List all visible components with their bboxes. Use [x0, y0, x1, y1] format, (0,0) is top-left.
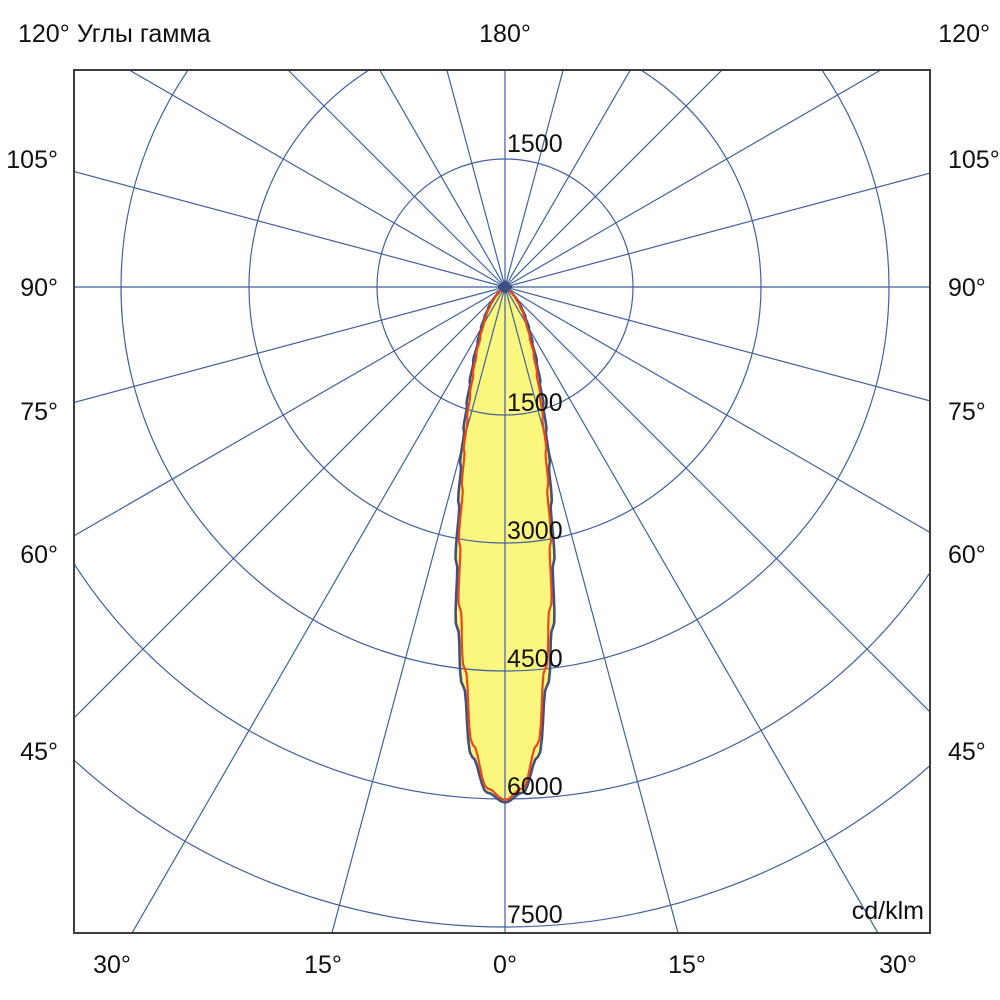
- pole-marker: [497, 280, 513, 294]
- gamma-ray-45: [74, 286, 506, 719]
- gamma-ray-135: [287, 70, 506, 288]
- intensity-label-4500: 4500: [507, 645, 563, 673]
- gamma-ray-105: [504, 172, 930, 288]
- chart-title: Углы гамма: [77, 20, 211, 48]
- angle-label-bottom-30-right: 30°: [879, 951, 917, 979]
- angle-label-right-105: 105°: [948, 146, 1000, 174]
- plot-frame: [73, 69, 931, 934]
- gamma-ray-45: [504, 286, 930, 713]
- intensity-label-7500: 7500: [507, 901, 563, 929]
- unit-label: cd/klm: [852, 897, 924, 925]
- gamma-ray-165: [446, 70, 506, 288]
- intensity-label-3000: 3000: [507, 517, 563, 545]
- gamma-ray-120: [504, 70, 883, 288]
- angle-label-bottom-15-left: 15°: [304, 951, 342, 979]
- gamma-ray-60: [74, 286, 506, 537]
- angle-label-top-right-120: 120°: [938, 20, 990, 48]
- angle-label-left-105: 105°: [6, 146, 58, 174]
- angle-label-left-75: 75°: [20, 398, 58, 426]
- angle-label-left-45: 45°: [20, 738, 58, 766]
- beam-outline-c90-c270: [454, 285, 556, 804]
- intensity-label-1500: 1500: [507, 389, 563, 417]
- angle-label-right-75: 75°: [948, 398, 986, 426]
- angle-label-left-90: 90°: [20, 274, 58, 302]
- gamma-ray-120: [127, 70, 506, 288]
- gamma-ray-30: [504, 286, 879, 933]
- angle-label-right-90: 90°: [948, 274, 986, 302]
- intensity-label-upper-1500: 1500: [507, 130, 563, 158]
- angle-label-left-60: 60°: [20, 541, 58, 569]
- gamma-ray-105: [74, 170, 506, 288]
- gamma-ray-135: [504, 70, 723, 288]
- gamma-ray-60: [504, 286, 930, 534]
- beam-outline-c0-c180: [457, 285, 553, 801]
- angle-label-bottom-15-right: 15°: [668, 951, 706, 979]
- angle-label-right-45: 45°: [948, 738, 986, 766]
- gamma-ray-30: [131, 286, 506, 933]
- angle-label-bottom-0: 0°: [493, 951, 517, 979]
- gamma-ray-150: [504, 70, 631, 288]
- angle-label-right-60: 60°: [948, 541, 986, 569]
- gamma-ray-75: [74, 286, 506, 404]
- intensity-label-6000: 6000: [507, 773, 563, 801]
- gamma-ray-150: [379, 70, 506, 288]
- gamma-ray-165: [504, 70, 564, 288]
- angle-label-top-center-180: 180°: [479, 20, 531, 48]
- gamma-ray-75: [504, 286, 930, 402]
- angle-label-bottom-30-left: 30°: [93, 951, 131, 979]
- angle-label-top-left-120: 120°: [18, 20, 70, 48]
